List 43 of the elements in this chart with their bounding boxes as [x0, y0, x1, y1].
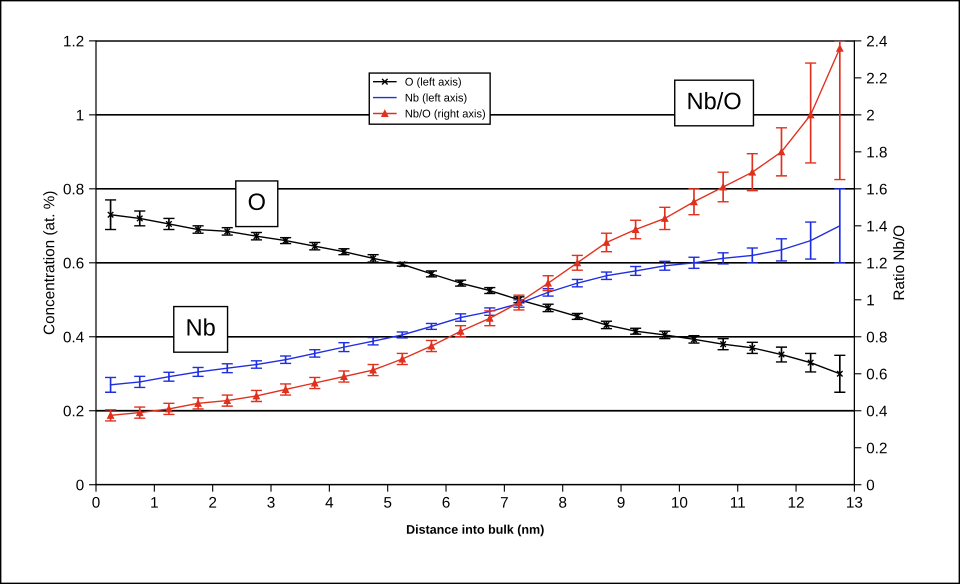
y2-tick-label: 0.6: [866, 368, 887, 380]
y-tick-label: 0.4: [64, 332, 84, 342]
y2-tick-label: 1: [867, 294, 874, 306]
x-tick-label: 5: [384, 497, 392, 508]
y2-axis-title: Ratio Nb/O: [892, 226, 904, 300]
y2-tick-label: 1.6: [867, 184, 887, 195]
y2-tick-label: 2.4: [866, 36, 887, 46]
x-tick-label: 6: [442, 496, 450, 508]
y2-tick-label: 2: [866, 110, 874, 120]
y2-tick-label: 2.2: [866, 72, 887, 84]
annotation: O: [248, 193, 265, 210]
x-tick-label: 7: [500, 497, 508, 508]
y2-tick-label: 0.8: [866, 332, 887, 342]
y-tick-label: 0.2: [64, 406, 84, 416]
y-tick-label: 1: [76, 110, 84, 120]
x-tick-label: 2: [209, 496, 216, 508]
x-tick-label: 12: [788, 496, 804, 508]
y-tick-label: 1.2: [64, 36, 84, 46]
y2-tick-label: 0.4: [866, 406, 887, 416]
y-tick-label: 0.8: [64, 184, 84, 195]
x-tick-label: 0: [92, 496, 100, 508]
legend-label: Nb (left axis): [406, 93, 466, 104]
y-axis-title: Concentration (at. %): [43, 192, 58, 334]
x-tick-label: 13: [847, 496, 862, 508]
y2-tick-label: 1.2: [867, 258, 887, 268]
x-axis-title: Distance into bulk (nm): [406, 524, 544, 536]
x-tick-label: 11: [730, 497, 745, 508]
x-tick-label: 3: [267, 496, 275, 508]
x-tick-label: 9: [618, 496, 625, 508]
annotation: Nb: [188, 318, 215, 336]
x-tick-label: 8: [559, 496, 566, 508]
legend-label: O (left axis): [405, 78, 461, 88]
x-tick-label: 10: [672, 496, 688, 508]
legend-label: Nb/O (right axis): [406, 109, 486, 120]
y-tick-label: 0: [76, 480, 84, 490]
x-tick-label: 4: [325, 497, 334, 508]
y2-tick-label: 0.2: [866, 442, 887, 454]
x-tick-label: 1: [151, 497, 158, 508]
y2-tick-label: 1.8: [867, 146, 887, 158]
y2-tick-label: 1.4: [867, 220, 887, 232]
y-tick-label: 0.6: [64, 258, 84, 268]
annotation: Nb/O: [688, 92, 741, 110]
y2-tick-label: 0: [866, 480, 874, 490]
